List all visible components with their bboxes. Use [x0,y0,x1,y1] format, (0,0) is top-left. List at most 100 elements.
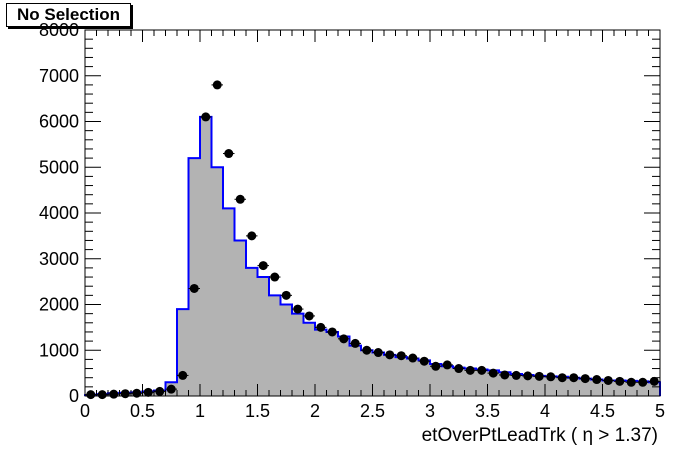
data-point [281,290,291,300]
data-point [649,376,659,386]
data-point [534,371,544,381]
histogram-bar [441,366,453,396]
histogram-bar [349,345,361,396]
histogram-layer [84,115,661,397]
data-point [224,149,234,159]
y-tick-label: 3000 [39,249,79,269]
data-point [212,80,222,90]
y-tick-label: 6000 [39,112,79,132]
data-point [615,376,625,386]
histogram-bar [430,363,442,396]
data-point [350,338,360,348]
histogram-bar [177,309,189,396]
data-point [201,112,211,122]
histogram-bar [292,313,304,396]
y-tick-label: 5000 [39,157,79,177]
plot-border [84,29,661,397]
x-axis-title: etOverPtLeadTrk ( η > 1.37) [422,425,658,446]
histogram-bar [637,381,649,396]
histogram-bar [614,380,626,396]
data-point [155,386,165,396]
histogram-bar [407,358,419,396]
histogram-bar [234,240,246,396]
histogram-bar [522,374,534,396]
data-point [500,370,510,380]
histogram-bar [315,329,327,396]
data-point [304,311,314,321]
histogram-bar [211,167,223,396]
histogram-bar [556,376,568,396]
histogram-bar [579,378,591,396]
histogram-bar [602,380,614,396]
y-tick-label: 1000 [39,340,79,360]
data-point [316,322,326,332]
x-tick-label: 4 [540,401,550,421]
x-tick-label: 0 [80,401,90,421]
y-tick-label: 0 [69,386,79,406]
histogram-bar [257,277,269,396]
x-tick-label: 0.5 [130,401,155,421]
x-tick-label: 3 [425,401,435,421]
histogram-bar [384,354,396,396]
x-tick-label: 4.5 [590,401,615,421]
data-point [569,373,579,383]
data-point [109,389,119,399]
x-tick-label: 1.5 [245,401,270,421]
data-point [638,377,648,387]
histogram-bar [372,352,384,396]
data-point [178,370,188,380]
data-point [362,345,372,355]
x-tick-label: 2.5 [360,401,385,421]
data-point [523,371,533,381]
histogram-bar [303,322,315,396]
data-point [166,384,176,394]
data-point [327,327,337,337]
y-tick-label: 8000 [39,20,79,40]
data-point [419,356,429,366]
histogram-bar [418,360,430,396]
y-tick-label: 4000 [39,203,79,223]
data-point [247,231,257,241]
data-point [580,374,590,384]
histogram-bar [487,370,499,396]
histogram-bar [591,379,603,396]
data-point [385,350,395,360]
data-point [143,387,153,397]
data-point [86,390,96,400]
y-tick-label: 2000 [39,295,79,315]
data-point [258,261,268,271]
data-point [592,375,602,385]
histogram-bar [464,368,476,396]
histogram-bar [453,367,465,396]
data-point [97,390,107,400]
data-point [373,348,383,358]
tick-labels: 0 0.5 1 1.5 2 2.5 3 3.5 4 4.5 5 0 1000 2000 3000 4000 50… [39,20,665,421]
data-points-layer [85,80,660,400]
histogram-bar [648,382,660,396]
data-point [189,283,199,293]
data-point [626,377,636,387]
histogram-bar [326,331,338,396]
histogram-bar [533,375,545,396]
data-point [270,272,280,282]
data-point [603,375,613,385]
histogram-bar [476,369,488,396]
x-tick-label: 3.5 [475,401,500,421]
histogram-bar [246,267,258,396]
x-tick-label: 5 [655,401,665,421]
histogram-bar [499,372,511,396]
data-point [442,360,452,370]
data-point [132,388,142,398]
data-point [546,372,556,382]
data-point [557,373,567,383]
histogram-bar [188,158,200,396]
histogram-bar [223,208,235,396]
data-point [120,389,130,399]
histogram-bar [280,304,292,396]
data-point [235,194,245,204]
data-point [511,370,521,380]
histogram-bar [361,350,373,396]
data-point [477,365,487,375]
x-tick-label: 1 [195,401,205,421]
